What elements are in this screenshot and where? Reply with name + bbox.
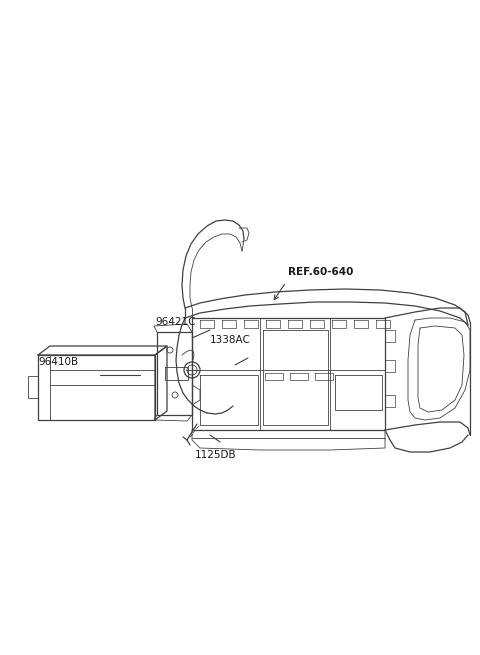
Text: 96421C: 96421C: [155, 317, 195, 327]
Bar: [28, 376, 38, 398]
Text: 1338AC: 1338AC: [210, 335, 251, 345]
Text: 96410B: 96410B: [38, 357, 78, 367]
Text: 1125DB: 1125DB: [195, 450, 237, 460]
Text: REF.60-640: REF.60-640: [288, 267, 353, 277]
